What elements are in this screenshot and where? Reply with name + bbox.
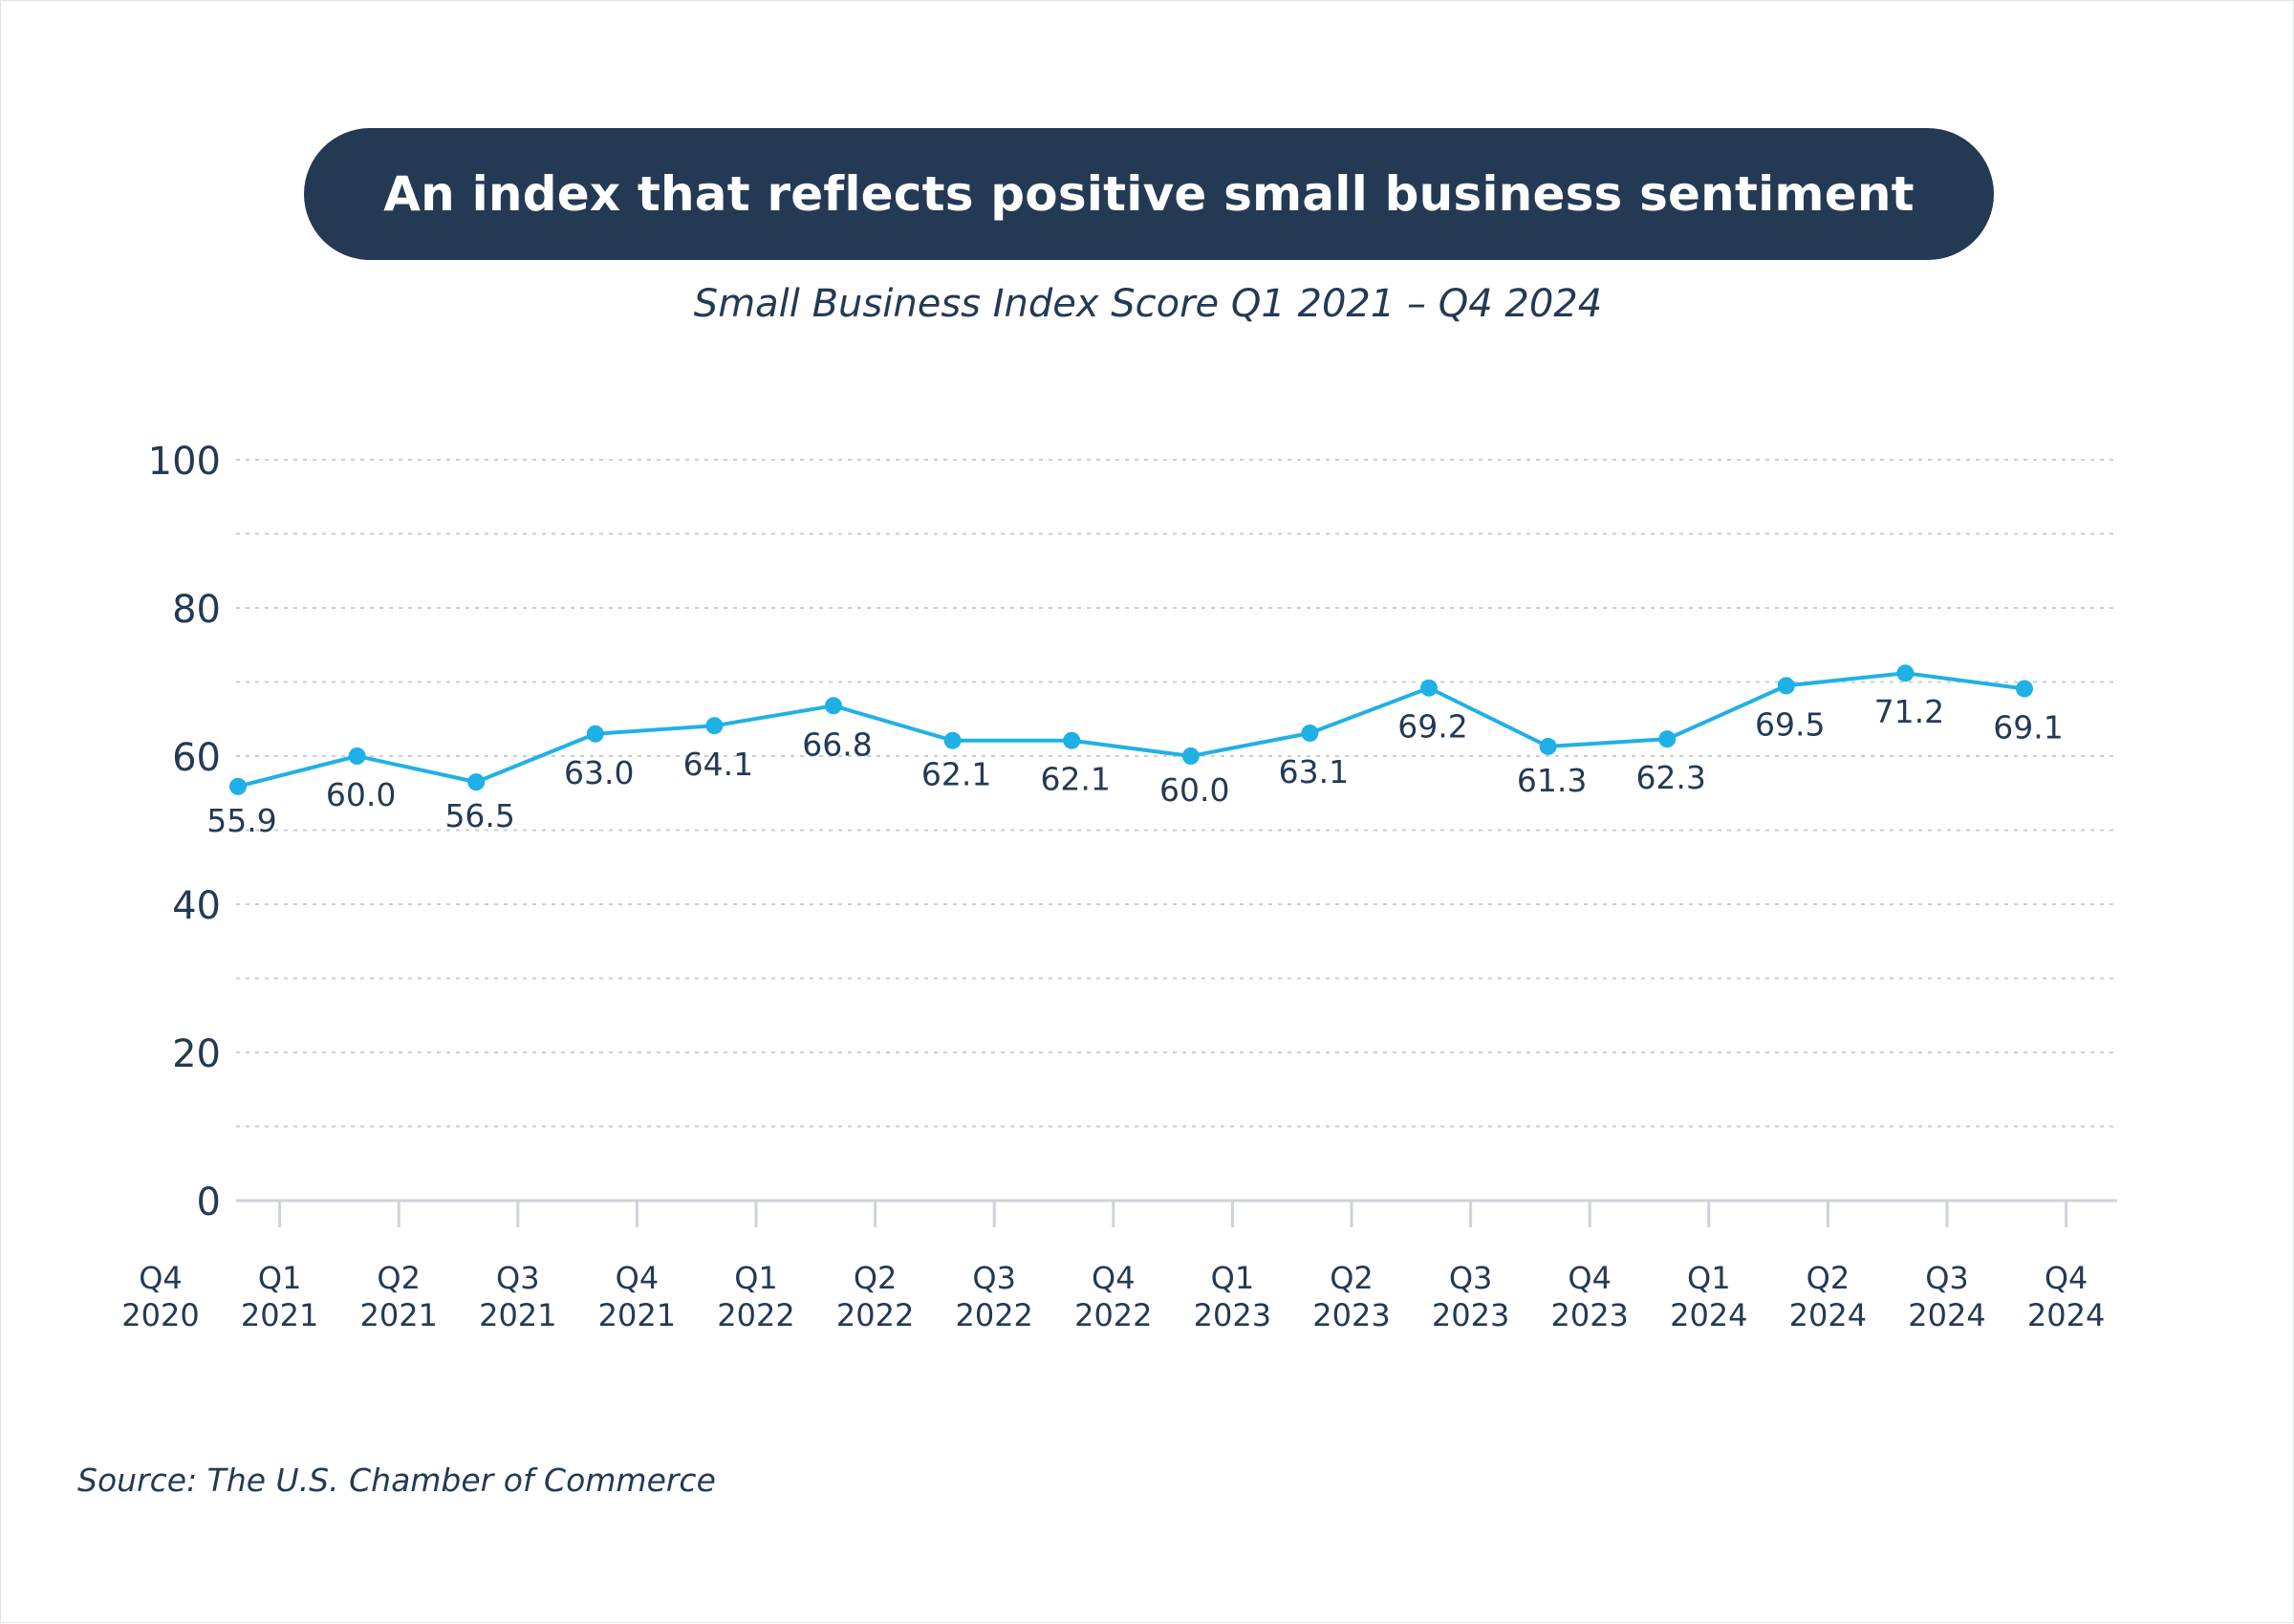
data-label: 71.2 [1874,693,1944,730]
data-point [1063,731,1081,749]
data-label: 56.5 [444,797,514,834]
x-tick-label: 2023 [1312,1297,1390,1333]
data-label: 55.9 [206,802,276,839]
data-point [1419,679,1438,697]
x-tick-label: 2024 [1670,1297,1747,1333]
data-point [943,731,962,749]
y-tick-label: 20 [172,1032,221,1076]
data-label: 62.1 [1040,761,1110,798]
x-tick-label: Q3 [972,1260,1016,1296]
y-axis: 0 20 40 60 80 100 [148,440,221,1224]
chart-title: An index that reflects positive small bu… [383,166,1915,222]
data-label: 66.8 [802,725,872,763]
data-point [1181,747,1200,765]
x-tick-label: 2022 [955,1297,1032,1333]
data-label: 60.0 [1159,771,1229,809]
x-tick-label: Q1 [1211,1260,1255,1296]
x-tick-label: 2021 [479,1297,556,1333]
y-tick-label: 40 [172,884,221,928]
data-point [1658,730,1677,748]
x-tick-label: 2023 [1432,1297,1509,1333]
data-label: 69.1 [1993,708,2063,746]
x-tick-label: 2022 [836,1297,914,1333]
data-point [1896,664,1915,682]
x-tick-label: 2024 [1789,1297,1867,1333]
source-note: Source: The U.S. Chamber of Commerce [77,1462,716,1499]
data-point [2015,680,2033,698]
x-tick-label: Q2 [1807,1260,1850,1296]
data-point [228,777,247,795]
data-point [705,717,724,735]
y-tick-label: 100 [148,440,221,484]
data-label: 63.1 [1279,753,1349,790]
x-tick-label: Q4 [1092,1260,1136,1296]
data-point [1301,724,1319,742]
data-label: 62.1 [921,756,991,793]
data-point [824,697,842,715]
x-tick-label: Q1 [258,1260,302,1296]
x-tick-label: Q4 [616,1260,660,1296]
series-line [237,671,2025,789]
x-tick-label: 2022 [1074,1297,1152,1333]
data-point [1539,737,1557,755]
data-points [228,664,2033,795]
data-label: 62.3 [1635,759,1705,796]
data-label: 60.0 [326,776,396,813]
x-tick-label: Q1 [1687,1260,1731,1296]
x-tick-label: 2023 [1550,1297,1628,1333]
x-tick-label: 2021 [598,1297,676,1333]
data-label: 61.3 [1517,762,1587,799]
x-tick-label: Q4 [1568,1260,1612,1296]
data-label: 69.5 [1755,705,1825,743]
x-tick-label: Q2 [1330,1260,1374,1296]
y-tick-label: 80 [172,588,221,632]
y-tick-label: 0 [197,1180,221,1224]
x-tick-label: Q4 [139,1260,183,1296]
x-tick-label: Q2 [854,1260,898,1296]
x-tick-label: Q3 [496,1260,540,1296]
x-tick-label: 2022 [717,1297,794,1333]
x-tick-label: Q3 [1449,1260,1493,1296]
data-point [348,747,366,765]
x-tick-label: 2021 [359,1297,437,1333]
data-label: 64.1 [683,746,753,783]
x-tick-label: 2021 [241,1297,318,1333]
data-labels: 55.9 60.0 56.5 63.0 64.1 66.8 62.1 62.1 60.0 63.1… [206,693,2063,839]
x-tick-label: Q2 [377,1260,421,1296]
x-tick-label: 2020 [121,1297,199,1333]
x-tick-label: 2024 [1908,1297,1985,1333]
x-tick-label: Q3 [1925,1260,1969,1296]
data-point [1777,677,1795,695]
data-point [467,773,486,791]
title-banner: An index that reflects positive small bu… [304,128,1994,260]
x-tick-label: Q1 [734,1260,778,1296]
chart-subtitle: Small Business Index Score Q1 2021 – Q4 … [693,282,1603,326]
x-tick-label: 2024 [2027,1297,2105,1333]
x-tick-label: Q4 [2045,1260,2088,1296]
data-label: 63.0 [564,754,634,791]
data-label: 69.2 [1397,708,1467,746]
x-tick-label: 2023 [1194,1297,1271,1333]
data-point [586,725,604,743]
x-axis: Q42020Q12021Q22021Q32021Q42021Q12022Q220… [121,1199,2117,1333]
y-tick-label: 60 [172,736,221,780]
